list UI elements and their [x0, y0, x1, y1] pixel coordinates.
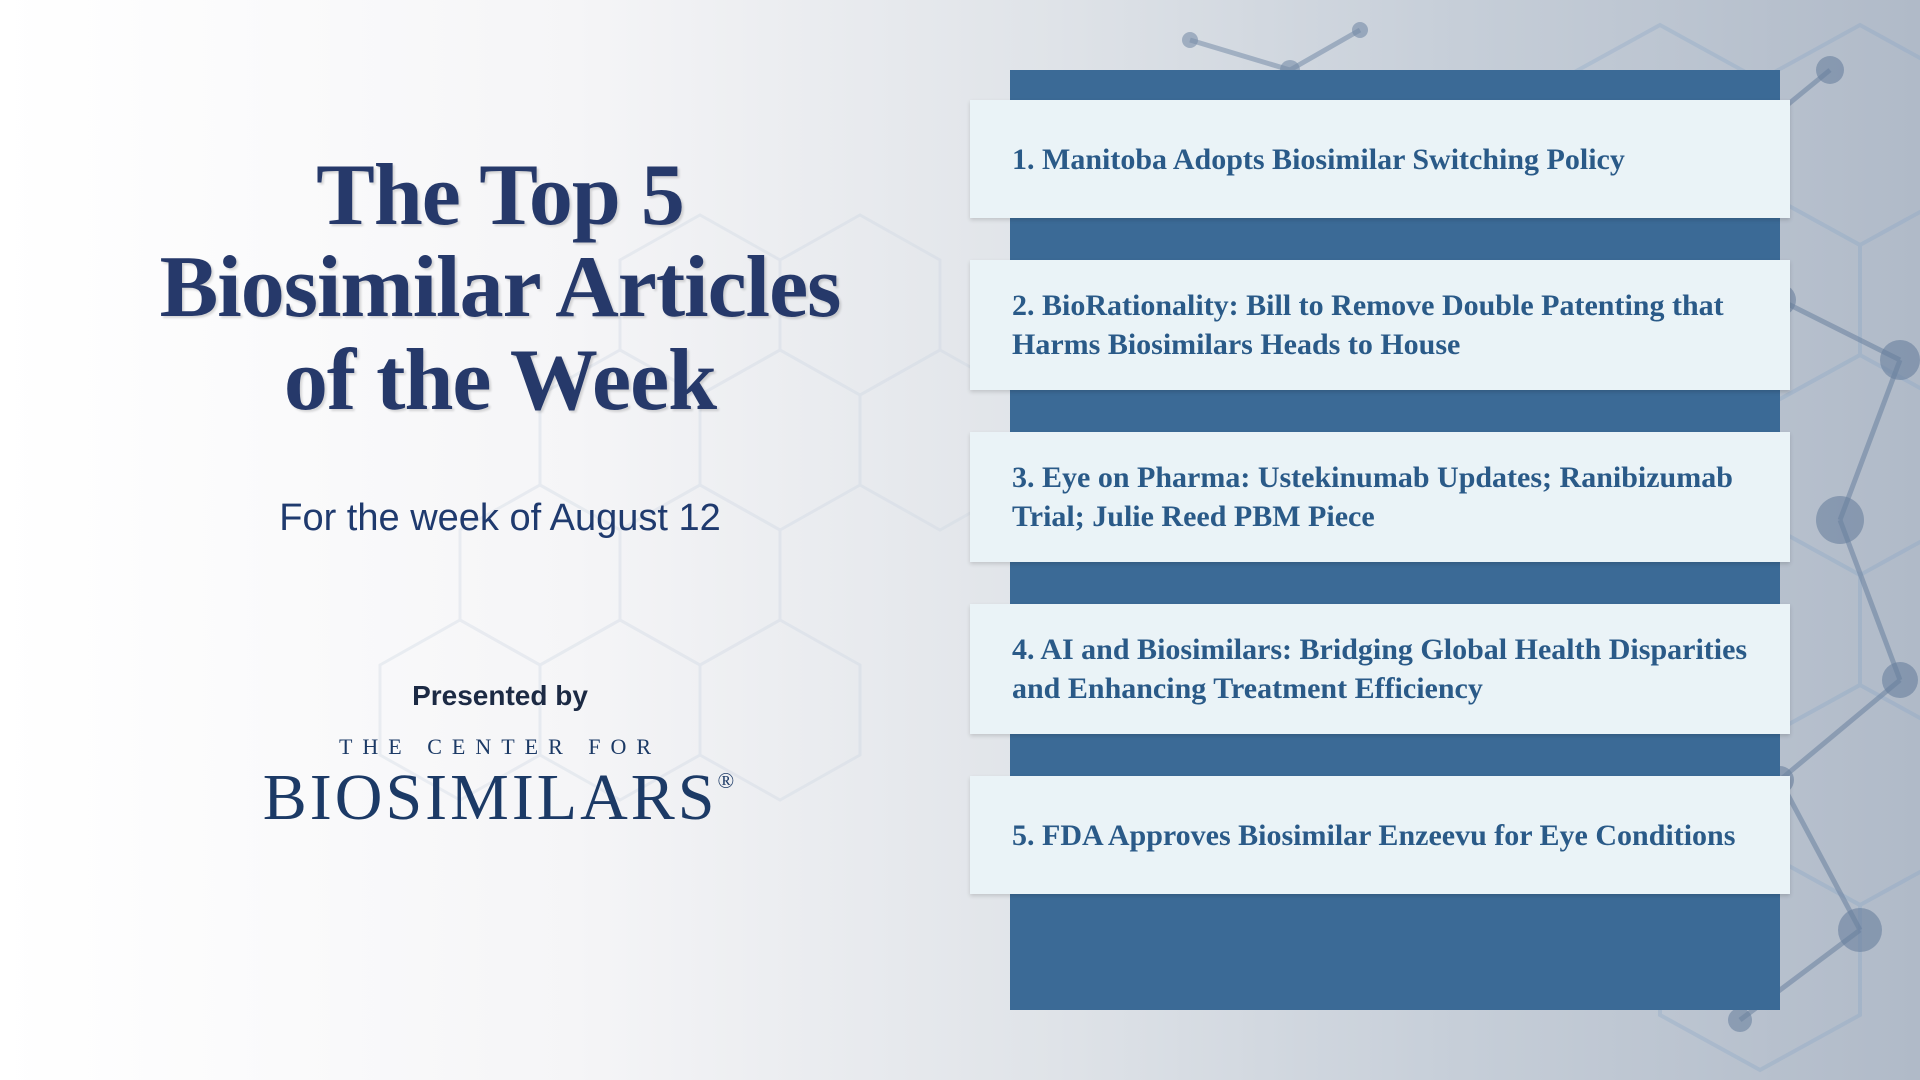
subtitle: For the week of August 12 — [110, 497, 890, 540]
headline-line1: The Top 5 — [316, 147, 684, 244]
logo-registered: ® — [718, 768, 738, 793]
article-text: 4. AI and Biosimilars: Bridging Global H… — [1012, 630, 1750, 708]
logo-main: BIOSIMILARS® — [263, 760, 737, 836]
presented-by-label: Presented by — [110, 680, 890, 712]
article-card-4: 4. AI and Biosimilars: Bridging Global H… — [970, 604, 1790, 734]
article-card-1: 1. Manitoba Adopts Biosimilar Switching … — [970, 100, 1790, 218]
logo-main-text: BIOSIMILARS — [263, 761, 718, 834]
article-text: 3. Eye on Pharma: Ustekinumab Updates; R… — [1012, 458, 1750, 536]
headline-line3: of the Week — [284, 332, 716, 429]
slide-canvas: The Top 5 Biosimilar Articles of the Wee… — [0, 0, 1920, 1080]
article-card-2: 2. BioRationality: Bill to Remove Double… — [970, 260, 1790, 390]
article-text: 5. FDA Approves Biosimilar Enzeevu for E… — [1012, 816, 1735, 855]
headline-line2: Biosimilar Articles — [160, 239, 841, 336]
left-column: The Top 5 Biosimilar Articles of the Wee… — [110, 150, 890, 836]
article-card-3: 3. Eye on Pharma: Ustekinumab Updates; R… — [970, 432, 1790, 562]
logo-top-line: THE CENTER FOR — [110, 734, 890, 760]
article-list: 1. Manitoba Adopts Biosimilar Switching … — [970, 100, 1790, 894]
headline: The Top 5 Biosimilar Articles of the Wee… — [110, 150, 890, 427]
article-card-5: 5. FDA Approves Biosimilar Enzeevu for E… — [970, 776, 1790, 894]
article-text: 2. BioRationality: Bill to Remove Double… — [1012, 286, 1750, 364]
article-text: 1. Manitoba Adopts Biosimilar Switching … — [1012, 140, 1625, 179]
